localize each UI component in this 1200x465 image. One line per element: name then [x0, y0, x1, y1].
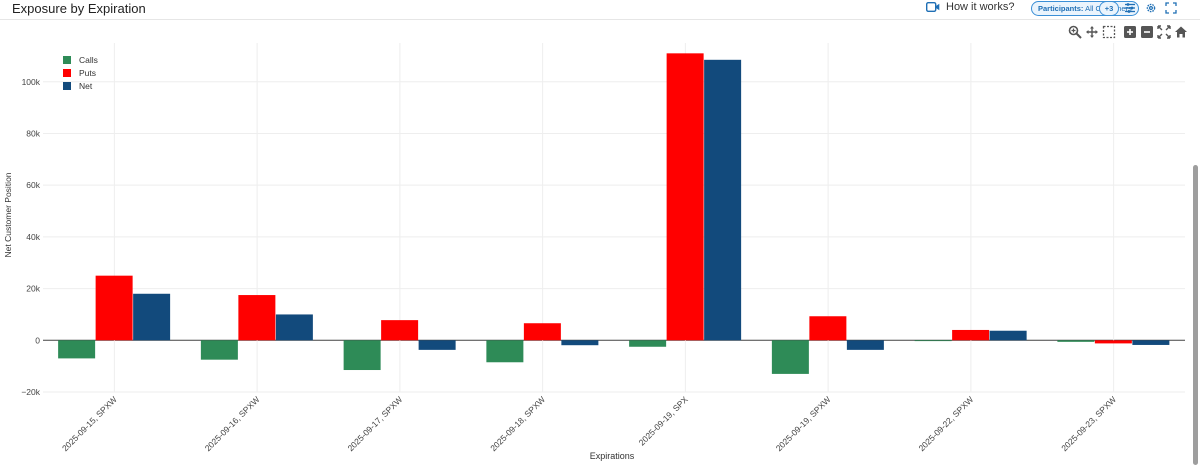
y-tick-label: 60k [26, 180, 40, 190]
bar-puts[interactable] [1094, 340, 1132, 344]
legend-label-calls[interactable]: Calls [79, 55, 98, 65]
bar-calls[interactable] [771, 340, 809, 374]
bar-puts[interactable] [809, 316, 847, 341]
legend-swatch-calls [63, 56, 71, 64]
bar-calls[interactable] [58, 340, 96, 359]
bar-calls[interactable] [1057, 340, 1095, 342]
fullscreen-icon[interactable] [1165, 2, 1177, 14]
bar-net[interactable] [704, 59, 742, 341]
pan-icon[interactable] [1085, 25, 1099, 39]
bar-calls[interactable] [486, 340, 524, 363]
y-tick-label: 100k [22, 77, 41, 87]
bar-net[interactable] [846, 340, 884, 350]
chart-modebar [1068, 25, 1191, 39]
x-axis-title: Expirations [590, 451, 635, 461]
bar-calls[interactable] [914, 340, 952, 342]
x-tick-label: 2025-09-19, SPX [637, 394, 690, 447]
y-tick-label: 0 [35, 335, 40, 345]
autoscale-icon[interactable] [1157, 25, 1171, 39]
video-icon [926, 2, 940, 12]
panel-header: Exposure by Expiration How it works? Par… [0, 0, 1200, 20]
bar-net[interactable] [561, 340, 599, 346]
x-tick-label: 2025-09-16, SPXW [203, 394, 262, 453]
bar-puts[interactable] [666, 53, 704, 341]
more-filters-badge[interactable]: +3 [1099, 1, 1119, 16]
bar-puts[interactable] [381, 320, 419, 341]
bar-net[interactable] [275, 314, 313, 341]
legend-label-net[interactable]: Net [79, 81, 93, 91]
zoom-out-icon[interactable] [1140, 25, 1154, 39]
bar-puts[interactable] [95, 275, 133, 341]
y-axis-title: Net Customer Position [3, 172, 13, 257]
home-icon[interactable] [1174, 25, 1188, 39]
y-tick-label: 80k [26, 128, 40, 138]
x-tick-label: 2025-09-18, SPXW [488, 394, 547, 453]
bar-net[interactable] [418, 340, 456, 350]
bar-net[interactable] [989, 330, 1027, 341]
y-tick-label: 40k [26, 232, 40, 242]
legend-swatch-puts [63, 69, 71, 77]
bar-puts[interactable] [952, 329, 990, 341]
y-tick-label: 20k [26, 284, 40, 294]
bar-calls[interactable] [629, 340, 667, 347]
zoom-icon[interactable] [1068, 25, 1082, 39]
bar-calls[interactable] [200, 340, 238, 360]
x-tick-label: 2025-09-23, SPXW [1059, 394, 1118, 453]
page-title: Exposure by Expiration [12, 1, 146, 16]
bar-net[interactable] [133, 293, 171, 341]
y-tick-label: −20k [21, 387, 40, 397]
gear-icon[interactable] [1145, 2, 1157, 14]
bar-net[interactable] [1132, 340, 1170, 345]
x-tick-label: 2025-09-22, SPXW [916, 394, 975, 453]
vertical-scrollbar[interactable] [1193, 165, 1198, 465]
x-tick-label: 2025-09-15, SPXW [60, 394, 119, 453]
x-tick-label: 2025-09-17, SPXW [345, 394, 404, 453]
bar-puts[interactable] [523, 323, 561, 341]
legend-label-puts[interactable]: Puts [79, 68, 96, 78]
participants-prefix: Participants: [1038, 4, 1084, 13]
filter-lines-icon[interactable] [1124, 2, 1136, 14]
how-it-works-link[interactable]: How it works? [926, 1, 1014, 13]
legend-swatch-net [63, 82, 71, 90]
how-it-works-label: How it works? [946, 1, 1015, 13]
bar-calls[interactable] [343, 340, 381, 371]
zoom-in-icon[interactable] [1123, 25, 1137, 39]
box-select-icon[interactable] [1102, 25, 1116, 39]
bar-puts[interactable] [238, 295, 276, 341]
x-tick-label: 2025-09-19, SPXW [774, 394, 833, 453]
